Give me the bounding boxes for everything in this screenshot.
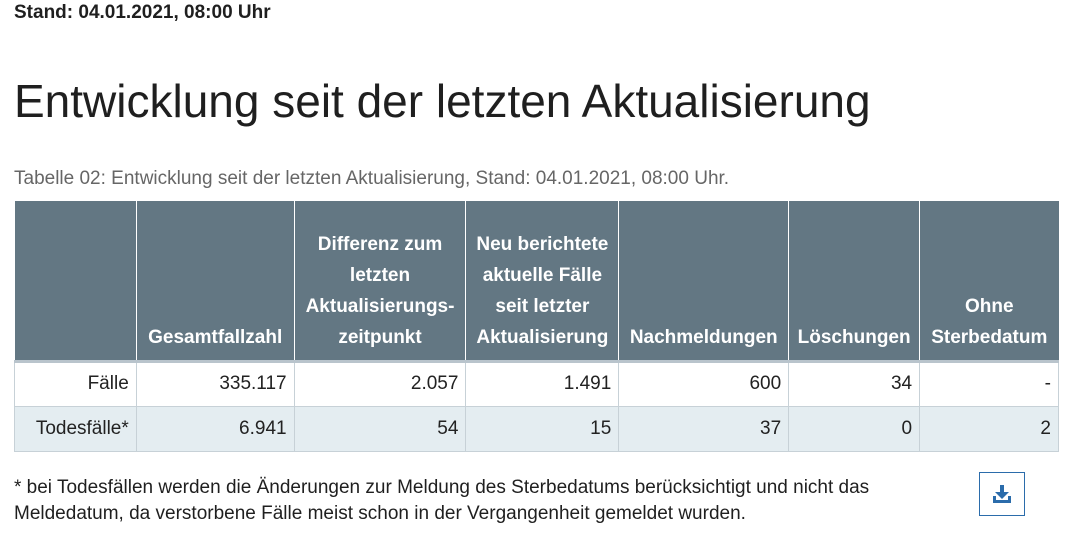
table-footnote: * bei Todesfällen werden die Änderungen …	[14, 477, 870, 524]
table-cell: 15	[465, 405, 620, 452]
header-loeschungen: Löschungen	[788, 201, 920, 361]
download-icon	[991, 483, 1013, 505]
row-label: Todesfälle*	[14, 405, 137, 452]
table-header-row: Gesamtfallzahl Differenz zum letzten Akt…	[14, 201, 1059, 361]
header-gesamtfallzahl: Gesamtfallzahl	[135, 201, 295, 361]
table-cell: 0	[788, 405, 921, 452]
table-caption: Tabelle 02: Entwicklung seit der letzten…	[14, 168, 730, 189]
header-nachmeldungen: Nachmeldungen	[618, 201, 789, 361]
table-cell: 1.491	[465, 360, 620, 407]
stand-timestamp: Stand: 04.01.2021, 08:00 Uhr	[14, 2, 271, 23]
table-cell: 54	[293, 405, 467, 452]
table-cell: 335.117	[135, 360, 295, 407]
table-row: Fälle 335.117 2.057 1.491 600 34 -	[14, 360, 1059, 407]
header-ohne-sterbedatum: Ohne Sterbedatum	[919, 201, 1059, 361]
development-table: Gesamtfallzahl Differenz zum letzten Akt…	[14, 201, 1059, 452]
table-row: Todesfälle* 6.941 54 15 37 0 2	[14, 405, 1059, 452]
page-title: Entwicklung seit der letzten Aktualisier…	[14, 75, 871, 127]
table-cell: 6.941	[135, 405, 295, 452]
table-cell: 34	[788, 360, 921, 407]
header-differenz: Differenz zum letzten Aktualisierungs-ze…	[293, 201, 466, 361]
header-row-label	[14, 201, 137, 361]
download-button[interactable]	[979, 472, 1025, 516]
row-label: Fälle	[14, 360, 137, 407]
table-cell: 2	[919, 405, 1059, 452]
table-cell: 2.057	[293, 360, 467, 407]
table-cell: 37	[618, 405, 790, 452]
header-neu-berichtete: Neu berichtete aktuelle Fälle seit letzt…	[465, 201, 619, 361]
table-cell: 600	[618, 360, 790, 407]
table-cell: -	[919, 360, 1059, 407]
